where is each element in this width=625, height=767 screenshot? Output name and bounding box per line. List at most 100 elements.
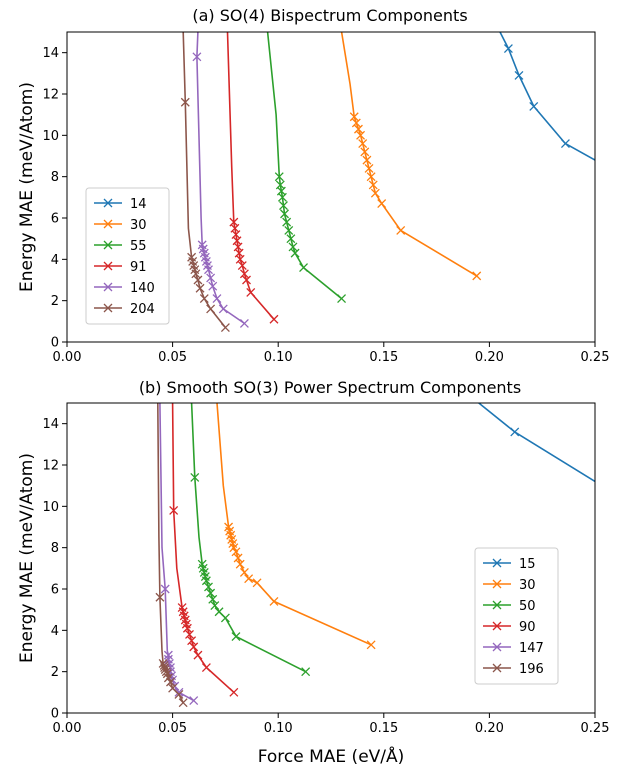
legend-marker	[492, 600, 502, 610]
legend-label: 196	[519, 662, 544, 677]
data-point-marker	[201, 663, 211, 672]
data-point-marker	[510, 427, 520, 437]
data-point-marker	[514, 70, 524, 80]
series-line-204	[182, 32, 227, 328]
y-tick-label: 14	[42, 46, 59, 61]
data-point-marker	[231, 547, 241, 557]
data-point-marker	[210, 601, 220, 610]
data-point-marker	[290, 248, 300, 258]
legend-label: 30	[130, 218, 147, 233]
data-point-marker	[174, 689, 184, 699]
series-line-30	[340, 32, 478, 277]
y-tick-label: 4	[51, 624, 59, 639]
data-point-marker	[337, 294, 347, 304]
data-point-marker	[208, 594, 218, 604]
y-axis-label: Energy MAE (meV/Atom)	[17, 453, 37, 663]
data-point-marker	[191, 269, 201, 279]
data-point-marker	[195, 283, 205, 293]
x-axis-label: Force MAE (eV/Å)	[258, 745, 405, 767]
legend-marker	[103, 303, 113, 313]
series-line-50	[190, 403, 307, 673]
data-point-marker	[244, 574, 254, 584]
data-point-marker	[362, 155, 372, 165]
data-point-marker	[235, 559, 245, 569]
y-tick-label: 12	[42, 88, 59, 103]
y-tick-label: 10	[42, 500, 59, 515]
data-point-marker	[166, 677, 175, 687]
data-point-marker	[277, 192, 287, 202]
legend-marker	[103, 261, 113, 271]
legend-label: 140	[130, 281, 155, 296]
chart-title: (a) SO(4) Bispectrum Components	[192, 6, 467, 25]
data-point-marker	[187, 636, 197, 646]
legend-marker	[492, 558, 502, 568]
data-point-marker	[220, 613, 230, 623]
data-point-marker	[174, 687, 184, 697]
data-point-marker	[239, 318, 249, 328]
data-point-marker	[560, 139, 570, 149]
data-point-marker	[242, 275, 251, 285]
data-point-marker	[529, 101, 539, 111]
data-point-marker	[377, 199, 387, 208]
data-point-marker	[182, 623, 192, 633]
data-point-marker	[269, 596, 279, 606]
data-point-marker	[201, 576, 211, 586]
data-point-marker	[169, 506, 179, 515]
data-point-marker	[161, 667, 171, 677]
x-tick-label: 0.00	[53, 350, 82, 365]
y-tick-label: 0	[51, 336, 59, 351]
data-point-marker	[299, 263, 309, 273]
legend-marker	[103, 198, 113, 208]
data-point-marker	[180, 97, 190, 107]
data-point-marker	[237, 261, 247, 270]
legend-label: 147	[519, 641, 544, 656]
y-tick-label: 8	[51, 541, 59, 556]
data-point-marker	[206, 304, 216, 314]
chart-title: (b) Smooth SO(3) Power Spectrum Componen…	[139, 378, 521, 397]
series-group	[155, 403, 595, 708]
data-point-marker	[279, 201, 288, 211]
legend-marker	[103, 219, 113, 229]
axes-frame	[66, 402, 596, 714]
data-point-marker	[366, 640, 376, 650]
legend-label: 50	[519, 599, 536, 614]
y-tick-label: 2	[51, 294, 59, 309]
data-point-marker	[160, 584, 170, 594]
data-point-marker	[239, 568, 249, 577]
series-line-30	[216, 403, 372, 646]
data-point-marker	[269, 314, 279, 324]
data-point-marker	[178, 698, 188, 708]
legend-box	[474, 547, 559, 685]
data-point-marker	[280, 209, 289, 219]
legend: 15 30 50 90 147 196	[474, 547, 559, 685]
x-tick-label: 0.20	[475, 721, 504, 736]
series-group	[180, 32, 595, 332]
x-tick-label: 0.25	[581, 350, 610, 365]
data-point-marker	[189, 642, 199, 652]
legend-marker	[492, 579, 502, 589]
data-point-marker	[163, 650, 173, 660]
data-point-marker	[286, 234, 296, 244]
y-tick-label: 14	[42, 417, 59, 432]
series-line-91	[226, 32, 275, 320]
y-tick-label: 8	[51, 170, 59, 185]
legend: 14 30 55 91 140 204	[85, 187, 170, 325]
legend-marker	[103, 282, 113, 292]
data-point-marker	[208, 281, 218, 291]
panel-b: (b) Smooth SO(3) Power Spectrum Componen…	[17, 378, 609, 767]
x-tick-label: 0.15	[369, 721, 398, 736]
data-point-marker	[282, 217, 292, 227]
data-point-marker	[190, 472, 200, 482]
legend-marker	[492, 621, 502, 631]
x-tick-label: 0.10	[264, 721, 293, 736]
plot-area: 0.00 0.05 0.10 0.15 0.20 0.25 0 2 4 6 8 10 12 14 14 30 5…	[42, 32, 609, 365]
plot-area: 0.00 0.05 0.10 0.15 0.20 0.25 0 2 4 6 8 10 12 14 15 30 5…	[42, 403, 609, 736]
x-tick-label: 0.20	[475, 350, 504, 365]
data-point-marker	[396, 225, 406, 235]
data-point-marker	[220, 323, 230, 332]
data-point-marker	[353, 124, 363, 134]
data-point-marker	[288, 242, 298, 252]
data-point-marker	[503, 44, 513, 53]
legend-label: 91	[130, 260, 147, 275]
panel-a: (a) SO(4) Bispectrum Components Energy M…	[17, 6, 609, 365]
